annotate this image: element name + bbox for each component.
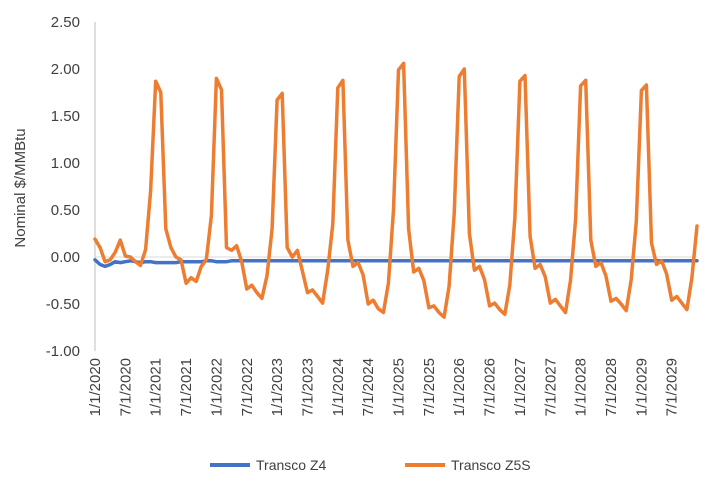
y-tick-label: 2.00 [51, 61, 80, 78]
x-tick-labels: 1/1/2020 7/1/2020 1/1/2021 7/1/2021 1/1/2022… [87, 358, 681, 416]
series-line-1 [93, 258, 699, 269]
y-tick-label: 1.00 [51, 155, 80, 172]
x-tick-label: 1/1/2022 [208, 358, 225, 416]
x-tick-label: 7/1/2027 [542, 358, 559, 416]
x-tick-label: 7/1/2020 [117, 358, 134, 416]
x-tick-label: 1/1/2027 [512, 358, 529, 416]
x-tick-label: 7/1/2022 [239, 358, 256, 416]
y-tick-label: -0.50 [46, 296, 80, 313]
y-axis-title: Nominal $/MMBtu [12, 128, 29, 247]
x-tick-label: 7/1/2024 [360, 358, 377, 416]
x-tick-label: 7/1/2026 [482, 358, 499, 416]
x-tick-label: 7/1/2021 [178, 358, 195, 416]
x-tick-label: 1/1/2026 [451, 358, 468, 416]
x-tick-label: 1/1/2021 [148, 358, 165, 416]
y-tick-label: 0.50 [51, 202, 80, 219]
legend: Transco Z4 Transco Z5S [210, 457, 531, 473]
y-tick-label: 0.00 [51, 249, 80, 266]
y-tick-label: 2.50 [51, 14, 80, 31]
legend-label-1: Transco Z4 [256, 457, 326, 473]
x-tick-label: 7/1/2023 [299, 358, 316, 416]
x-tick-label: 1/1/2024 [330, 358, 347, 416]
x-tick-label: 1/1/2020 [87, 358, 104, 416]
x-tick-label: 7/1/2029 [664, 358, 681, 416]
x-tick-label: 7/1/2028 [603, 358, 620, 416]
y-tick-label: -1.00 [46, 343, 80, 360]
plot-area [94, 22, 697, 351]
x-tick-label: 1/1/2025 [391, 358, 408, 416]
y-tick-labels: 2.50 2.00 1.50 1.00 0.50 0.00 -0.50 -1.00 [46, 14, 80, 360]
series-line-2 [93, 61, 699, 319]
x-tick-label: 1/1/2023 [269, 358, 286, 416]
x-tick-label: 1/1/2028 [573, 358, 590, 416]
x-tick-label: 1/1/2029 [633, 358, 650, 416]
legend-label-2: Transco Z5S [451, 457, 531, 473]
x-tick-label: 7/1/2025 [421, 358, 438, 416]
y-tick-label: 1.50 [51, 108, 80, 125]
series-lines [93, 61, 699, 319]
